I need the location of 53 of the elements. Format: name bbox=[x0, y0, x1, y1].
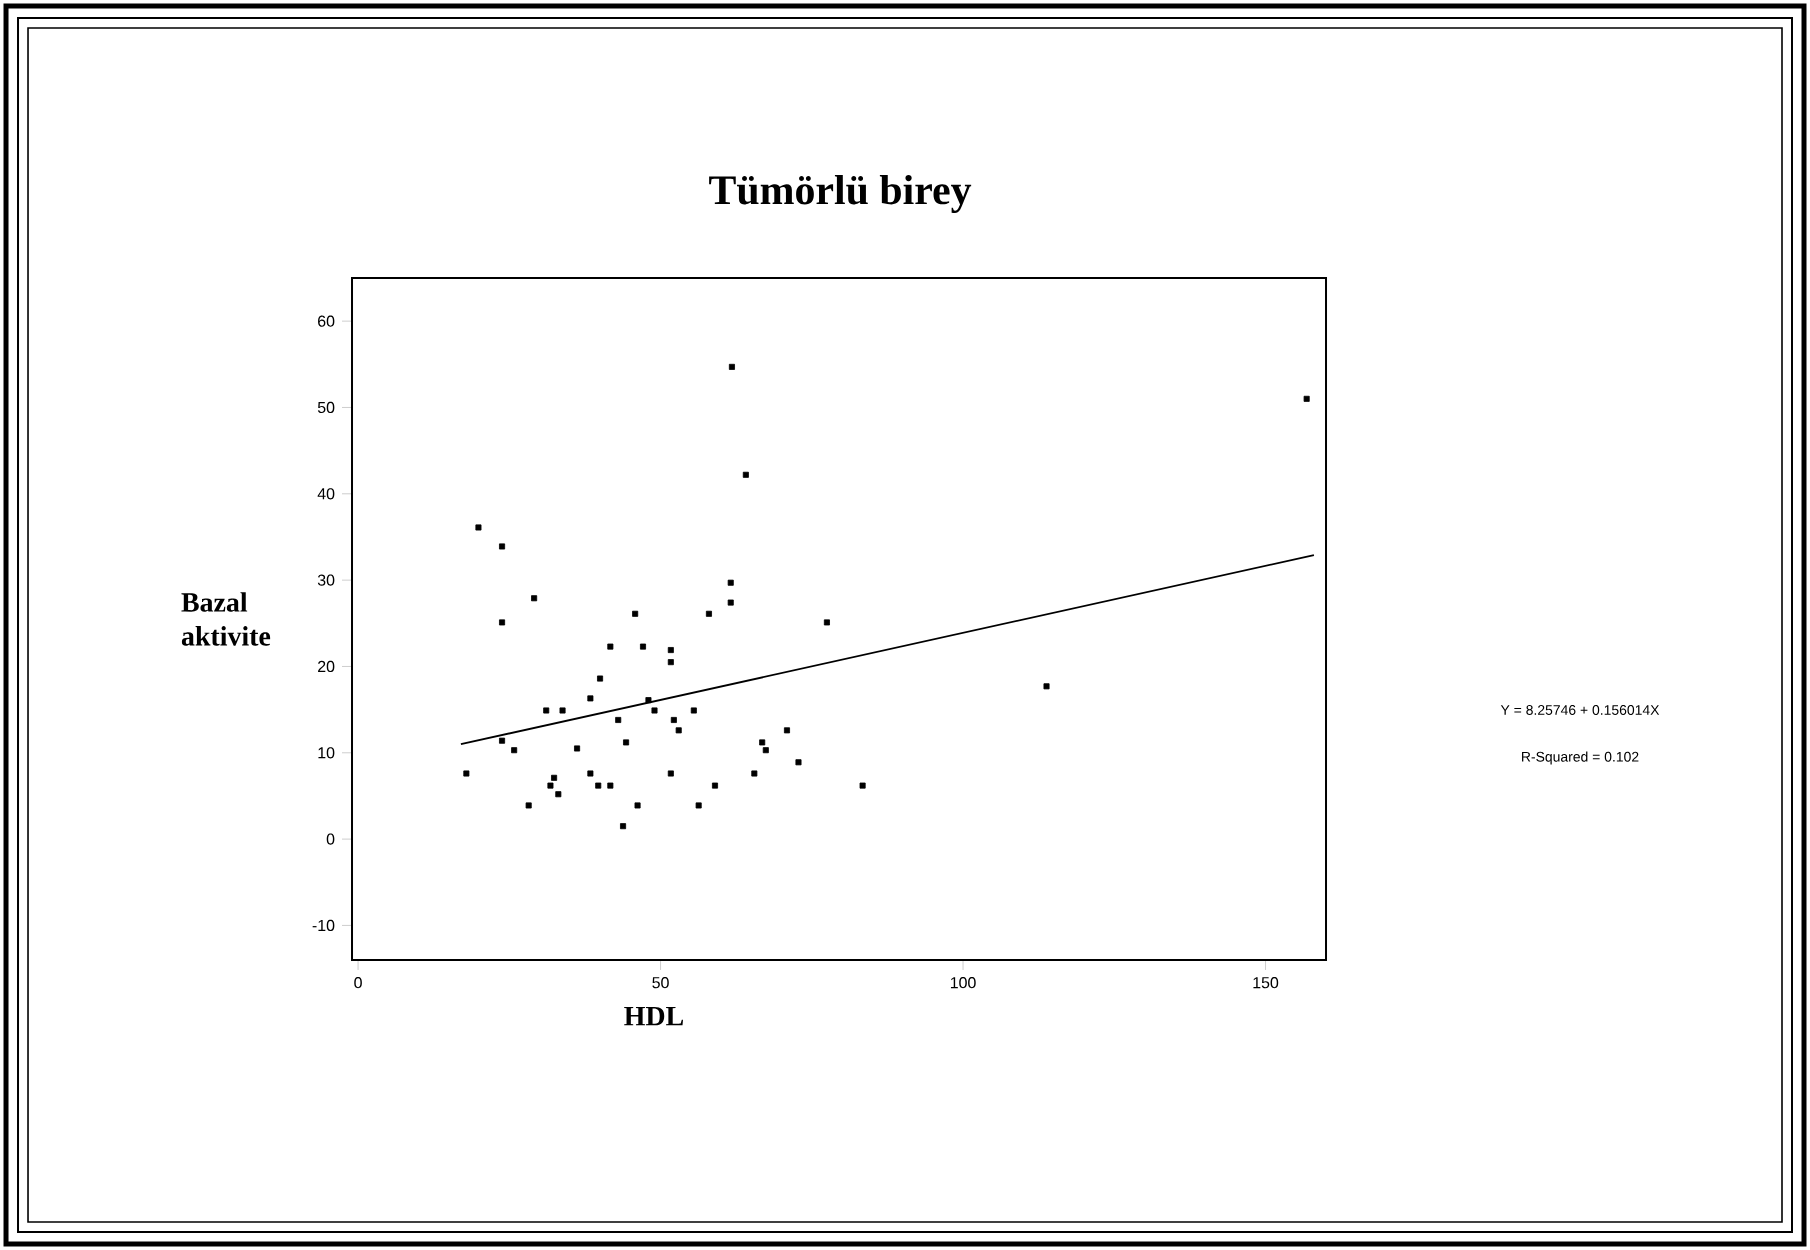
point bbox=[463, 770, 470, 777]
point bbox=[607, 643, 614, 650]
point bbox=[499, 619, 506, 626]
chart-title: Tümörlü birey bbox=[709, 174, 972, 214]
point bbox=[615, 716, 622, 723]
point bbox=[1043, 683, 1050, 690]
point bbox=[525, 802, 532, 809]
point bbox=[742, 471, 749, 478]
point bbox=[632, 610, 639, 617]
x-axis-title: HDL bbox=[624, 1006, 684, 1026]
point bbox=[607, 782, 614, 789]
point bbox=[475, 524, 482, 531]
point bbox=[640, 643, 647, 650]
point bbox=[597, 675, 604, 682]
point bbox=[587, 695, 594, 702]
point bbox=[651, 707, 658, 714]
point bbox=[623, 739, 630, 746]
point bbox=[574, 745, 581, 752]
point bbox=[667, 770, 674, 777]
y-axis-title: Bazal aktivite bbox=[181, 592, 271, 646]
point bbox=[620, 823, 627, 830]
point bbox=[634, 802, 641, 809]
point bbox=[727, 599, 734, 606]
point bbox=[543, 707, 550, 714]
point bbox=[667, 659, 674, 666]
point bbox=[595, 782, 602, 789]
point bbox=[499, 543, 506, 550]
point bbox=[587, 770, 594, 777]
point bbox=[670, 716, 677, 723]
point bbox=[795, 759, 802, 766]
point bbox=[499, 737, 506, 744]
point bbox=[551, 774, 558, 781]
point bbox=[783, 727, 790, 734]
point bbox=[511, 747, 518, 754]
point bbox=[712, 782, 718, 789]
point bbox=[555, 791, 562, 798]
point bbox=[690, 707, 697, 714]
point bbox=[859, 782, 866, 789]
point bbox=[727, 579, 734, 586]
point bbox=[667, 647, 674, 654]
point bbox=[823, 619, 830, 626]
point bbox=[762, 747, 769, 754]
point bbox=[759, 739, 766, 746]
point bbox=[705, 610, 712, 617]
point bbox=[559, 707, 566, 714]
point bbox=[728, 363, 735, 370]
point bbox=[695, 802, 702, 809]
point bbox=[1303, 395, 1310, 402]
point bbox=[547, 782, 554, 789]
point bbox=[675, 727, 682, 734]
point bbox=[531, 595, 538, 602]
point bbox=[751, 770, 758, 777]
point bbox=[645, 697, 652, 704]
